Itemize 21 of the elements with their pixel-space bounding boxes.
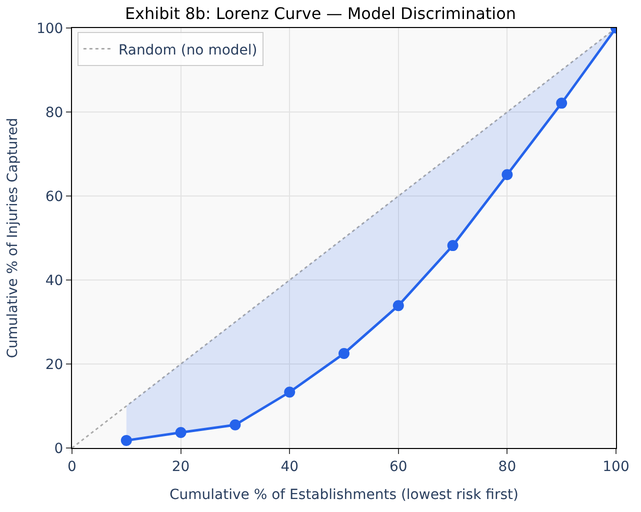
chart-title: Exhibit 8b: Lorenz Curve — Model Discrimination	[124, 4, 516, 23]
x-tick-label: 100	[602, 458, 630, 475]
legend-label: Random (no model)	[118, 42, 258, 58]
y-tick-label: 100	[36, 20, 64, 37]
x-tick-label: 0	[68, 458, 76, 475]
x-tick-label: 40	[280, 458, 299, 475]
y-tick-label: 20	[45, 356, 64, 373]
point	[556, 98, 568, 109]
x-axis-title: Cumulative % of Establishments (lowest risk first)	[170, 487, 518, 504]
x-tick-label: 60	[389, 458, 408, 475]
y-tick-label: 0	[54, 440, 64, 457]
y-axis-title: Cumulative % of Injuries Captured	[5, 118, 22, 358]
point	[447, 240, 458, 252]
y-tick-label: 60	[45, 188, 64, 205]
y-tick-label: 80	[45, 104, 64, 121]
x-tick-label: 80	[498, 458, 516, 475]
y-tick-label: 40	[45, 272, 64, 289]
point	[338, 348, 350, 359]
x-tick-label: 20	[172, 458, 190, 475]
point	[392, 300, 404, 312]
point	[502, 169, 513, 180]
